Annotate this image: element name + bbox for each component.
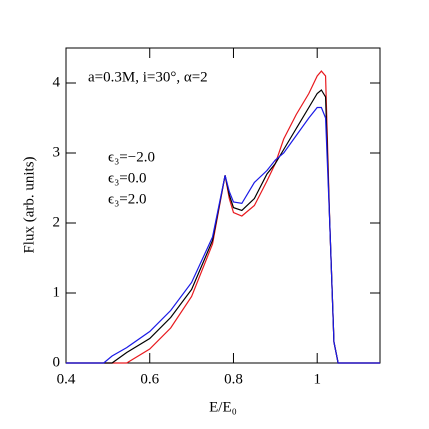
legend-label: ϵ₃=−2.0 [108,149,155,165]
annotation: a=0.3M, i=30°, α=2 [88,69,208,85]
legend-label: ϵ₃=2.0 [108,191,147,207]
y-tick-label: 1 [53,284,61,300]
legend-label: ϵ₃=0.0 [108,170,147,186]
y-tick-label: 3 [53,144,61,160]
y-tick-label: 4 [53,74,61,90]
x-tick-label: 0.6 [140,371,159,387]
x-tick-label: 0.8 [224,371,243,387]
y-tick-label: 0 [53,354,61,370]
series-line [66,89,380,364]
x-tick-label: 0.4 [57,371,76,387]
x-axis-label: E/E₀ [209,399,237,415]
y-axis-label: Flux (arb. units) [21,156,37,253]
series-line [66,106,380,364]
series-line [66,70,380,364]
x-tick-label: 1 [313,371,321,387]
y-tick-label: 2 [53,214,61,230]
plot-frame [65,47,381,364]
